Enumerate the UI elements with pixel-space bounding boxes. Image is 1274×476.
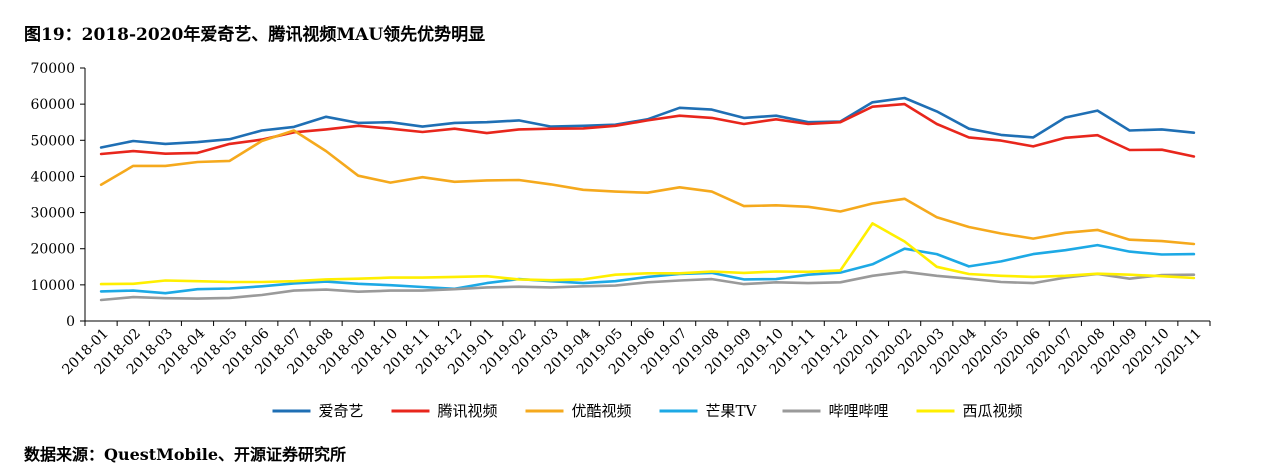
series-line-3 xyxy=(99,129,1196,246)
legend-label-6: 西瓜视频 xyxy=(963,402,1023,420)
y-tick-label: 50000 xyxy=(30,133,75,149)
legend-label-4: 芒果TV xyxy=(706,402,758,420)
legend-label-5: 哔哩哔哩 xyxy=(829,402,889,420)
y-tick-label: 0 xyxy=(66,314,75,330)
series-lines xyxy=(99,96,1196,302)
series-line-6 xyxy=(99,222,1196,286)
legend: 爱奇艺 腾讯视频 优酷视频 芒果TV 哔哩哔哩 西瓜视频 xyxy=(272,402,1023,420)
x-axis: 2018-012018-022018-032018-042018-052018-… xyxy=(59,320,1211,378)
y-tick-label: 70000 xyxy=(30,61,75,77)
y-tick-label: 40000 xyxy=(30,169,75,185)
y-tick-label: 60000 xyxy=(30,97,75,113)
legend-label-3: 优酷视频 xyxy=(572,402,632,420)
y-tick-label: 30000 xyxy=(30,206,75,222)
series-line-4 xyxy=(99,243,1196,295)
source-note: 数据来源：QuestMobile、开源证券研究所 xyxy=(24,445,347,464)
legend-label-1: 爱奇艺 xyxy=(319,402,364,420)
y-tick-label: 10000 xyxy=(30,278,75,294)
figure-title: 图19：2018-2020年爱奇艺、腾讯视频MAU领先优势明显 xyxy=(24,25,486,45)
legend-label-2: 腾讯视频 xyxy=(438,402,498,420)
series-line-5 xyxy=(99,270,1196,302)
y-tick-label: 20000 xyxy=(30,242,75,258)
y-axis: 0 10000 20000 30000 40000 50000 60000 70000 xyxy=(30,61,86,330)
